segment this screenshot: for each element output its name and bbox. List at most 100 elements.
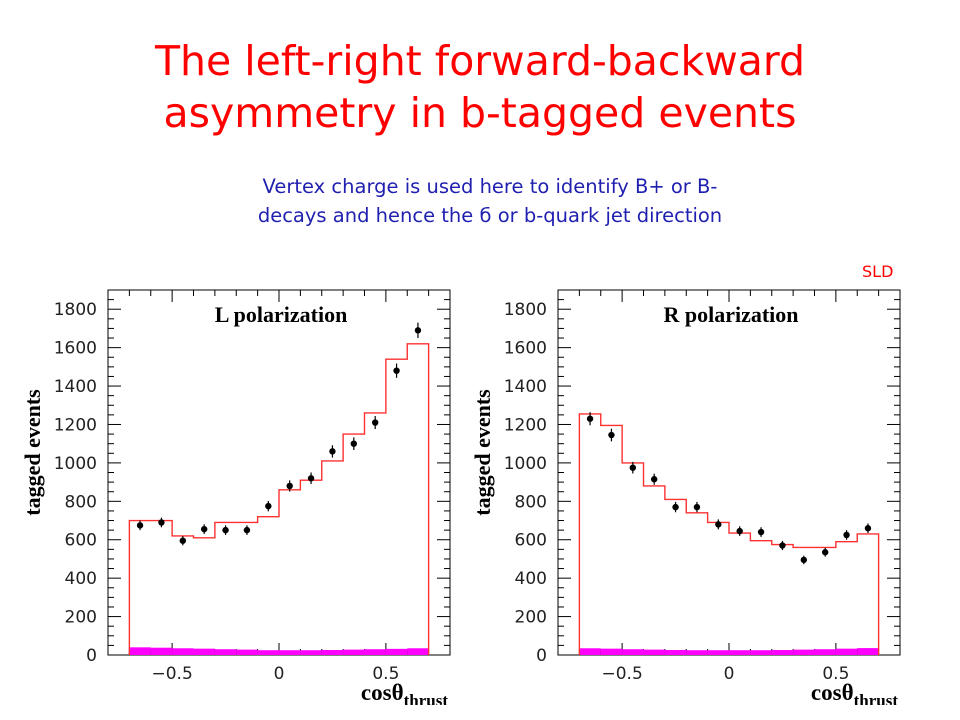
- background-bar: [407, 648, 429, 655]
- background-bar: [857, 648, 879, 655]
- y-tick-label: 600: [515, 531, 547, 551]
- background-bar: [707, 650, 729, 655]
- data-point: [243, 526, 251, 534]
- slide-subtitle-line-2: decays and hence the б or b-quark jet di…: [257, 204, 723, 227]
- data-point: [393, 367, 400, 374]
- background-bar: [579, 648, 601, 655]
- x-axis-label-main: cosθ: [811, 680, 854, 705]
- data-point: [158, 519, 165, 526]
- x-axis-label: cosθthrust: [811, 680, 898, 705]
- x-tick-label: −0.5: [151, 664, 192, 684]
- data-point: [629, 464, 637, 471]
- plot-frame: [557, 289, 901, 656]
- y-tick-label: 200: [65, 608, 97, 628]
- data-point: [864, 525, 872, 532]
- y-tick-label: 1400: [54, 377, 97, 397]
- background-bar: [172, 648, 194, 655]
- data-point: [800, 556, 808, 564]
- x-tick-label: 0: [274, 664, 285, 684]
- x-axis-label: cosθthrust: [361, 680, 448, 705]
- background-bar: [257, 650, 279, 655]
- x-axis-label-subscript: thrust: [404, 691, 449, 705]
- background-bar: [236, 649, 258, 655]
- background-bar: [343, 649, 365, 655]
- y-tick-label: 400: [515, 569, 547, 589]
- plot-r-polarization: 0 200 400 600 800 1000 1200 1400 1600 1800 −0.5 0 0.…: [468, 280, 908, 710]
- background-bar: [300, 650, 322, 655]
- x-axis-label-main: cosθ: [361, 680, 404, 705]
- y-tick-label: 800: [65, 492, 97, 512]
- data-point: [200, 525, 208, 533]
- histogram-chart-r: 0 200 400 600 800 1000 1200 1400 1600 1800 −0.5 0 0.…: [470, 289, 901, 710]
- background-bar: [643, 649, 665, 655]
- data-point: [329, 448, 336, 455]
- x-tick-label: −0.5: [601, 664, 642, 684]
- y-tick-label: 1400: [504, 377, 547, 397]
- data-point: [586, 415, 594, 422]
- background-bar: [729, 650, 751, 655]
- y-tick-label: 1200: [504, 415, 547, 435]
- slide-subtitle: Vertex charge is used here to identify B…: [140, 172, 840, 230]
- y-tick-label: 0: [536, 646, 547, 666]
- background-bar: [364, 649, 386, 655]
- data-point: [779, 542, 786, 549]
- data-point: [821, 549, 829, 556]
- background-bar: [321, 650, 344, 655]
- background-bar: [686, 650, 708, 655]
- y-tick-label: 600: [65, 531, 97, 551]
- panel-label: L polarization: [215, 302, 348, 327]
- mc-histogram-line: [128, 343, 430, 655]
- background-bar: [193, 648, 215, 655]
- y-tick-label: 1000: [504, 454, 547, 474]
- slide-title-line-2: asymmetry in b-tagged events: [163, 89, 797, 137]
- background-bar: [793, 649, 815, 655]
- data-point: [736, 527, 743, 535]
- y-tick-label: 1000: [54, 454, 97, 474]
- slide-title-line-1: The left-right forward-backward: [154, 37, 806, 85]
- y-tick-label: 1800: [54, 300, 97, 320]
- data-point: [757, 528, 765, 536]
- y-tick-label: 0: [86, 646, 97, 666]
- background-bar: [771, 650, 794, 655]
- data-point: [222, 526, 229, 534]
- slide-title: The left-right forward-backward asymmetr…: [0, 35, 960, 139]
- background-bar: [664, 650, 687, 655]
- background-bar: [835, 648, 858, 655]
- background-bar: [214, 649, 237, 655]
- plot-l-polarization: 0 200 400 600 800 1000 1200 1400 1600 1800 −0.5 0 0.…: [18, 280, 458, 710]
- data-point: [715, 521, 722, 528]
- x-tick-label: 0.5: [822, 664, 849, 684]
- background-bar: [385, 648, 408, 655]
- y-axis-label: tagged events: [20, 389, 45, 516]
- x-tick-label: 0.5: [372, 664, 399, 684]
- x-axis-label-subscript: thrust: [854, 691, 899, 705]
- mc-histogram-line: [578, 413, 880, 655]
- background-bar: [622, 649, 644, 655]
- data-point: [414, 327, 422, 334]
- data-point: [693, 503, 701, 511]
- y-tick-label: 200: [515, 608, 547, 628]
- histogram-chart-l: 0 200 400 600 800 1000 1200 1400 1600 1800 −0.5 0 0.…: [20, 289, 451, 710]
- panel-label: R polarization: [663, 302, 798, 327]
- y-tick-label: 1600: [504, 339, 547, 359]
- background-bar: [279, 650, 301, 655]
- data-point: [265, 502, 272, 510]
- data-point: [843, 531, 850, 539]
- background-bar: [600, 648, 623, 655]
- y-tick-label: 800: [515, 492, 547, 512]
- data-point: [608, 431, 615, 439]
- experiment-label: SLD: [862, 262, 894, 281]
- data-point: [286, 482, 293, 490]
- data-point: [136, 522, 144, 529]
- background-bar: [150, 647, 173, 655]
- background-bar: [814, 649, 836, 655]
- data-point: [371, 419, 379, 426]
- x-tick-label: 0: [724, 664, 735, 684]
- data-point: [672, 503, 679, 511]
- plot-frame: [107, 289, 451, 656]
- background-bar: [129, 647, 151, 655]
- y-axis-label: tagged events: [470, 389, 495, 516]
- y-tick-label: 400: [65, 569, 97, 589]
- slide-subtitle-line-1: Vertex charge is used here to identify B…: [262, 175, 718, 198]
- y-tick-label: 1800: [504, 300, 547, 320]
